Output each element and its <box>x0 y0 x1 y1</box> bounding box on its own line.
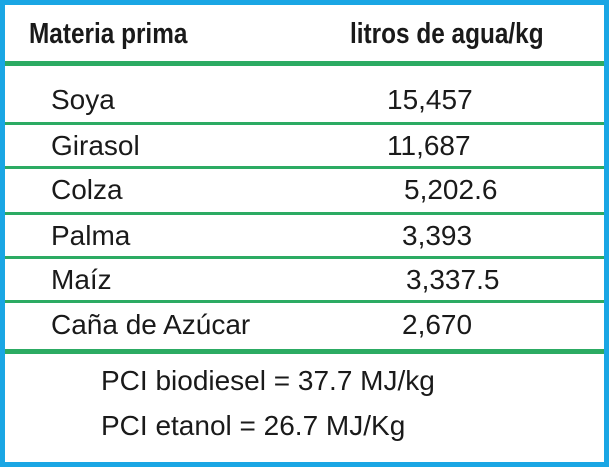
row-divider <box>5 122 604 125</box>
table-row: Maíz 3,337.5 <box>5 259 604 302</box>
cell-value: 2,670 <box>402 309 473 340</box>
table-row: Colza 5,202.6 <box>5 169 604 213</box>
note-pci-etanol: PCI etanol = 26.7 MJ/Kg <box>101 410 406 441</box>
footer-divider <box>5 349 604 354</box>
table-row: Girasol 11,687 <box>5 125 604 168</box>
cell-material: Colza <box>51 174 123 205</box>
table-header: Materia prima litros de agua/kg <box>5 5 604 63</box>
header-divider <box>5 61 604 66</box>
header-materia-prima: Materia prima <box>29 18 188 50</box>
row-divider <box>5 166 604 169</box>
table-row: Soya 15,457 <box>5 75 604 123</box>
cell-material: Girasol <box>51 130 140 161</box>
cell-material: Palma <box>51 220 131 251</box>
cell-value: 3,337.5 <box>406 264 500 295</box>
header-litros-agua: litros de agua/kg <box>350 18 544 50</box>
table-row: Palma 3,393 <box>5 215 604 258</box>
note-pci-biodiesel: PCI biodiesel = 37.7 MJ/kg <box>101 365 435 396</box>
cell-material: Soya <box>51 84 115 115</box>
table-row: Caña de Azúcar 2,670 <box>5 303 604 351</box>
cell-value: 5,202.6 <box>404 174 498 205</box>
row-divider <box>5 212 604 215</box>
cell-value: 11,687 <box>387 130 471 161</box>
cell-value: 15,457 <box>387 84 473 115</box>
cell-value: 3,393 <box>402 220 473 251</box>
row-divider <box>5 300 604 303</box>
cell-material: Maíz <box>51 264 112 295</box>
row-divider <box>5 256 604 259</box>
cell-material: Caña de Azúcar <box>51 309 251 340</box>
